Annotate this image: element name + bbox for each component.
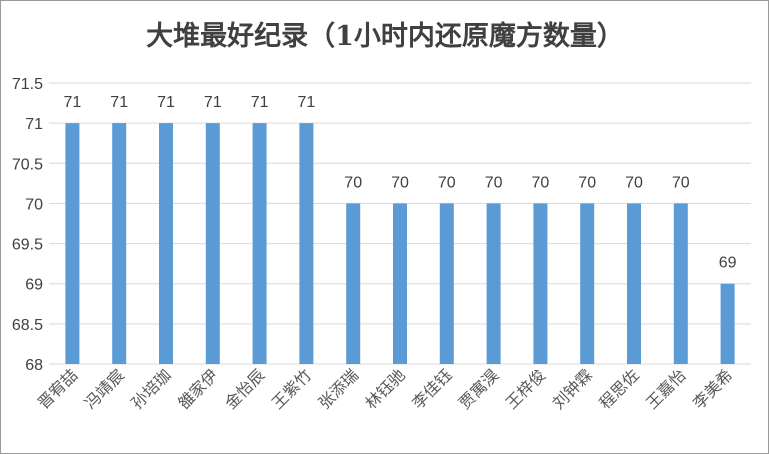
data-label: 70 [438,174,456,191]
data-labels: 71 71 71 71 71 71 70 70 70 70 70 70 70 70 69 [64,94,737,272]
bar-金怡辰 [252,123,267,365]
x-category-label: 孙培珈 [127,365,174,412]
x-category-label: 雒家伊 [174,365,221,412]
x-category-label: 李美希 [689,365,736,412]
data-label: 71 [157,94,175,111]
x-category-label: 刘钟霖 [549,365,596,412]
x-category-label: 金怡辰 [221,365,268,412]
data-label: 70 [344,174,362,191]
data-label: 70 [578,174,596,191]
x-category-label: 张添瑞 [315,365,362,412]
bar-雒家伊 [205,123,220,365]
y-tick-label: 70.5 [12,156,43,173]
x-category-label: 贾寓淏 [455,365,502,412]
y-tick-label: 71 [25,116,43,133]
bar-李美希 [720,283,735,364]
data-label: 71 [298,94,316,111]
bar-孙培珈 [159,123,173,365]
bar-刘钟霖 [580,203,595,364]
x-category-label: 程思佐 [595,365,642,412]
bar-张添瑞 [346,203,361,364]
y-tick-label: 69.5 [12,237,43,254]
x-category-label: 林钰驰 [361,365,408,412]
y-tick-label: 68 [25,357,43,374]
x-axis-category-labels: 晋宥喆 冯靖宸 孙培珈 雒家伊 金怡辰 王紫竹 张添瑞 林钰驰 李佳钰 贾寓淏 王梓俊 刘钟霖 程思佐王… [34,365,737,412]
bar-王紫竹 [299,123,314,365]
y-tick-label: 69 [25,277,43,294]
bar-李佳钰 [439,203,454,364]
y-tick-label: 68.5 [12,317,43,334]
bar-王梓俊 [533,203,548,364]
bar-贾寓淏 [486,203,501,364]
y-tick-label: 71.5 [12,76,43,93]
bar-王嘉怡 [673,203,688,364]
x-category-label: 王梓俊 [502,365,549,412]
y-axis-tick-labels: 68 68.5 69 69.5 70 70.5 71 71.5 [12,76,43,374]
data-label: 70 [532,174,550,191]
data-label: 70 [672,174,690,191]
data-label: 70 [391,174,409,191]
x-category-label: 冯靖宸 [81,365,128,412]
y-tick-label: 70 [25,196,43,213]
bars [65,123,735,365]
data-label: 71 [110,94,128,111]
data-label: 69 [719,255,737,272]
data-label: 71 [204,94,222,111]
x-category-label: 王嘉怡 [642,365,689,412]
data-label: 70 [625,174,643,191]
data-label: 70 [485,174,503,191]
data-label: 71 [251,94,269,111]
bar-冯靖宸 [112,123,127,365]
chart-title: 大堆最好纪录（1小时内还原魔方数量） [146,20,624,52]
bar-林钰驰 [393,203,407,364]
data-label: 71 [64,94,82,111]
bar-程思佐 [627,203,641,364]
x-category-label: 王紫竹 [268,365,315,412]
bar-晋宥喆 [65,123,80,365]
x-category-label: 李佳钰 [408,365,455,412]
